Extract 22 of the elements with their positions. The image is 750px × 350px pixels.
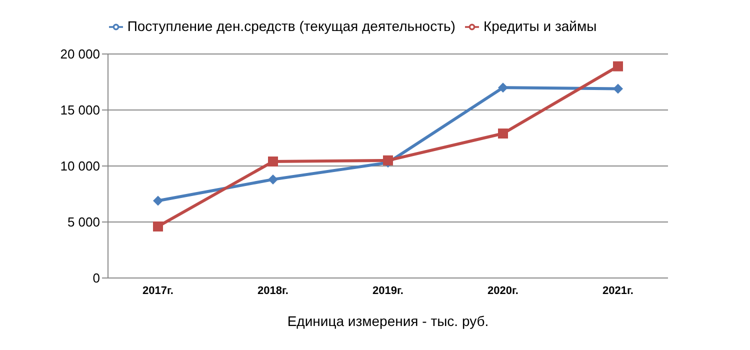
y-tick-label: 0: [92, 270, 100, 286]
point: [153, 221, 163, 232]
point: [383, 155, 393, 166]
legend-label: Поступление ден.средств (текущая деятельность): [127, 18, 456, 34]
point: [613, 61, 623, 72]
x-tick-label: 2017г.: [142, 284, 174, 297]
point: [498, 82, 508, 93]
y-tick-label: 20 000: [60, 46, 100, 62]
x-tick-label: 2021г.: [602, 284, 634, 297]
y-tick-label: 15 000: [60, 102, 100, 118]
x-tick-label: 2019г.: [372, 284, 404, 297]
legend-label: Кредиты и займы: [483, 18, 597, 34]
y-tick-label: 10 000: [60, 158, 100, 174]
y-tick-label: 5 000: [67, 214, 100, 230]
point: [268, 156, 278, 167]
point: [268, 174, 278, 184]
point: [498, 128, 508, 139]
x-tick-label: 2018г.: [257, 284, 289, 297]
point: [613, 84, 623, 94]
x-tick-label: 2020г.: [487, 284, 519, 297]
point: [153, 196, 163, 206]
x-axis-title: Единица измерения - тыс. руб.: [287, 313, 489, 329]
